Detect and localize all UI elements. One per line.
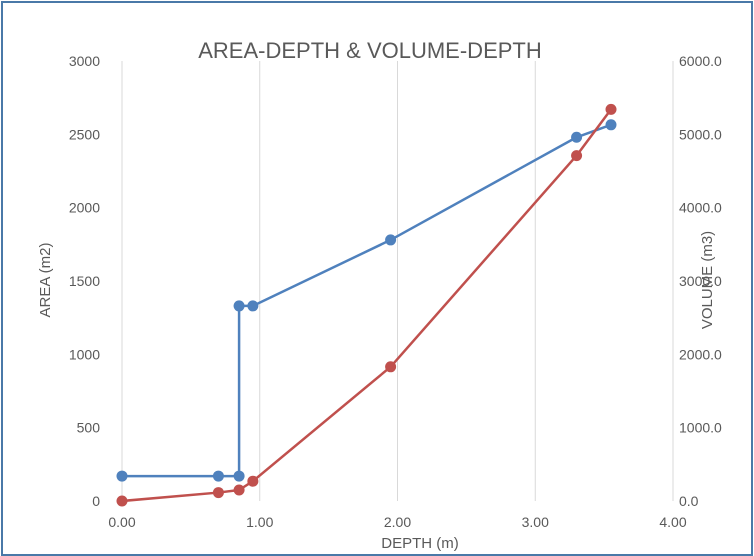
y-axis-title: AREA (m2) [37,242,54,317]
series-2-point [385,361,397,373]
gridlines [121,61,674,501]
series-1-point [571,131,583,143]
tick-labels: 0.00 1.00 2.00 3.00 4.00 0 500 1000 1500 2000 2500… [69,53,722,530]
series-layer [116,103,617,507]
series-line-1 [122,123,612,478]
y-tick-label: 500 [77,420,101,436]
x-tick-label: 0.00 [108,514,135,530]
y-tick-label: 1000 [69,346,100,362]
chart-title: AREA-DEPTH & VOLUME-DEPTH [198,38,542,63]
x-tick-label: 1.00 [246,514,273,530]
series-1-point [233,470,245,482]
series-1-point [212,470,224,482]
y-tick-label: 3000 [69,53,100,69]
y-tick-label: 2000 [69,200,100,216]
series-2-point [247,475,259,487]
y2-tick-label: 3000.0 [679,273,722,289]
y2-tick-label: 6000.0 [679,53,722,69]
y-tick-label: 2500 [69,126,100,142]
series-2-point [571,150,583,162]
y2-tick-label: 0.0 [679,493,699,509]
y-tick-label: 1500 [69,273,100,289]
series-2-point [233,484,245,496]
series-1-point [233,300,245,312]
series-2-point [116,495,128,507]
y2-tick-label: 5000.0 [679,126,722,142]
y-tick-label: 0 [92,493,100,509]
y2-tick-label: 2000.0 [679,346,722,362]
series-2-point [605,103,617,115]
series-1-point [605,119,617,131]
series-1-point [116,470,128,482]
series-1-point [385,234,397,246]
x-tick-label: 3.00 [522,514,549,530]
y2-tick-label: 1000.0 [679,420,722,436]
series-2-point [212,487,224,499]
series-1-point [247,300,259,312]
x-tick-label: 4.00 [659,514,686,530]
x-tick-label: 2.00 [384,514,411,530]
y2-tick-label: 4000.0 [679,200,722,216]
x-axis-title: DEPTH (m) [381,535,459,552]
series-line-2 [121,108,613,503]
y2-axis-title: VOLUME (m3) [699,231,716,329]
